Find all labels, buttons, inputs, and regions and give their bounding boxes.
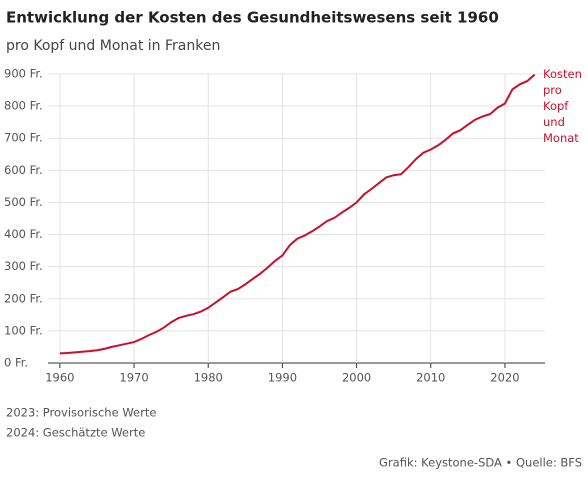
line <box>59 73 536 355</box>
note: 2023: Provisorische Werte <box>6 406 156 420</box>
chart-subtitle: pro Kopf und Monat in Franken <box>6 38 220 54</box>
y-tick-label: 200 Fr. <box>4 291 43 305</box>
y-tick-label: 900 Fr. <box>4 67 43 81</box>
x-tick-label: 2020 <box>490 371 519 385</box>
y-tick-label: 0 Fr. <box>4 356 28 370</box>
source: Grafik: Keystone-SDA • Quelle: BFS <box>379 456 582 470</box>
y-tick-label: 800 Fr. <box>4 99 43 113</box>
x-tick-label: 1990 <box>268 371 297 385</box>
x-tick-label: 2000 <box>342 371 371 385</box>
x-tick-label: 1980 <box>194 371 223 385</box>
y-tick-label: 700 Fr. <box>4 131 43 145</box>
y-tick-label: 300 Fr. <box>4 259 43 273</box>
y-tick-label: 400 Fr. <box>4 227 43 241</box>
y-tick-label: 500 Fr. <box>4 195 43 209</box>
x-tick-label: 1970 <box>119 371 148 385</box>
note: 2024: Geschätzte Werte <box>6 426 145 440</box>
x-tick-label: 2010 <box>416 371 445 385</box>
y-tick-label: 100 Fr. <box>4 323 43 337</box>
chart-title: Entwicklung der Kosten des Gesundheitswe… <box>6 9 499 27</box>
series-label: Kosten pro Kopf und Monat <box>543 67 582 145</box>
x-tick-label: 1960 <box>45 371 74 385</box>
y-tick-label: 600 Fr. <box>4 163 43 177</box>
